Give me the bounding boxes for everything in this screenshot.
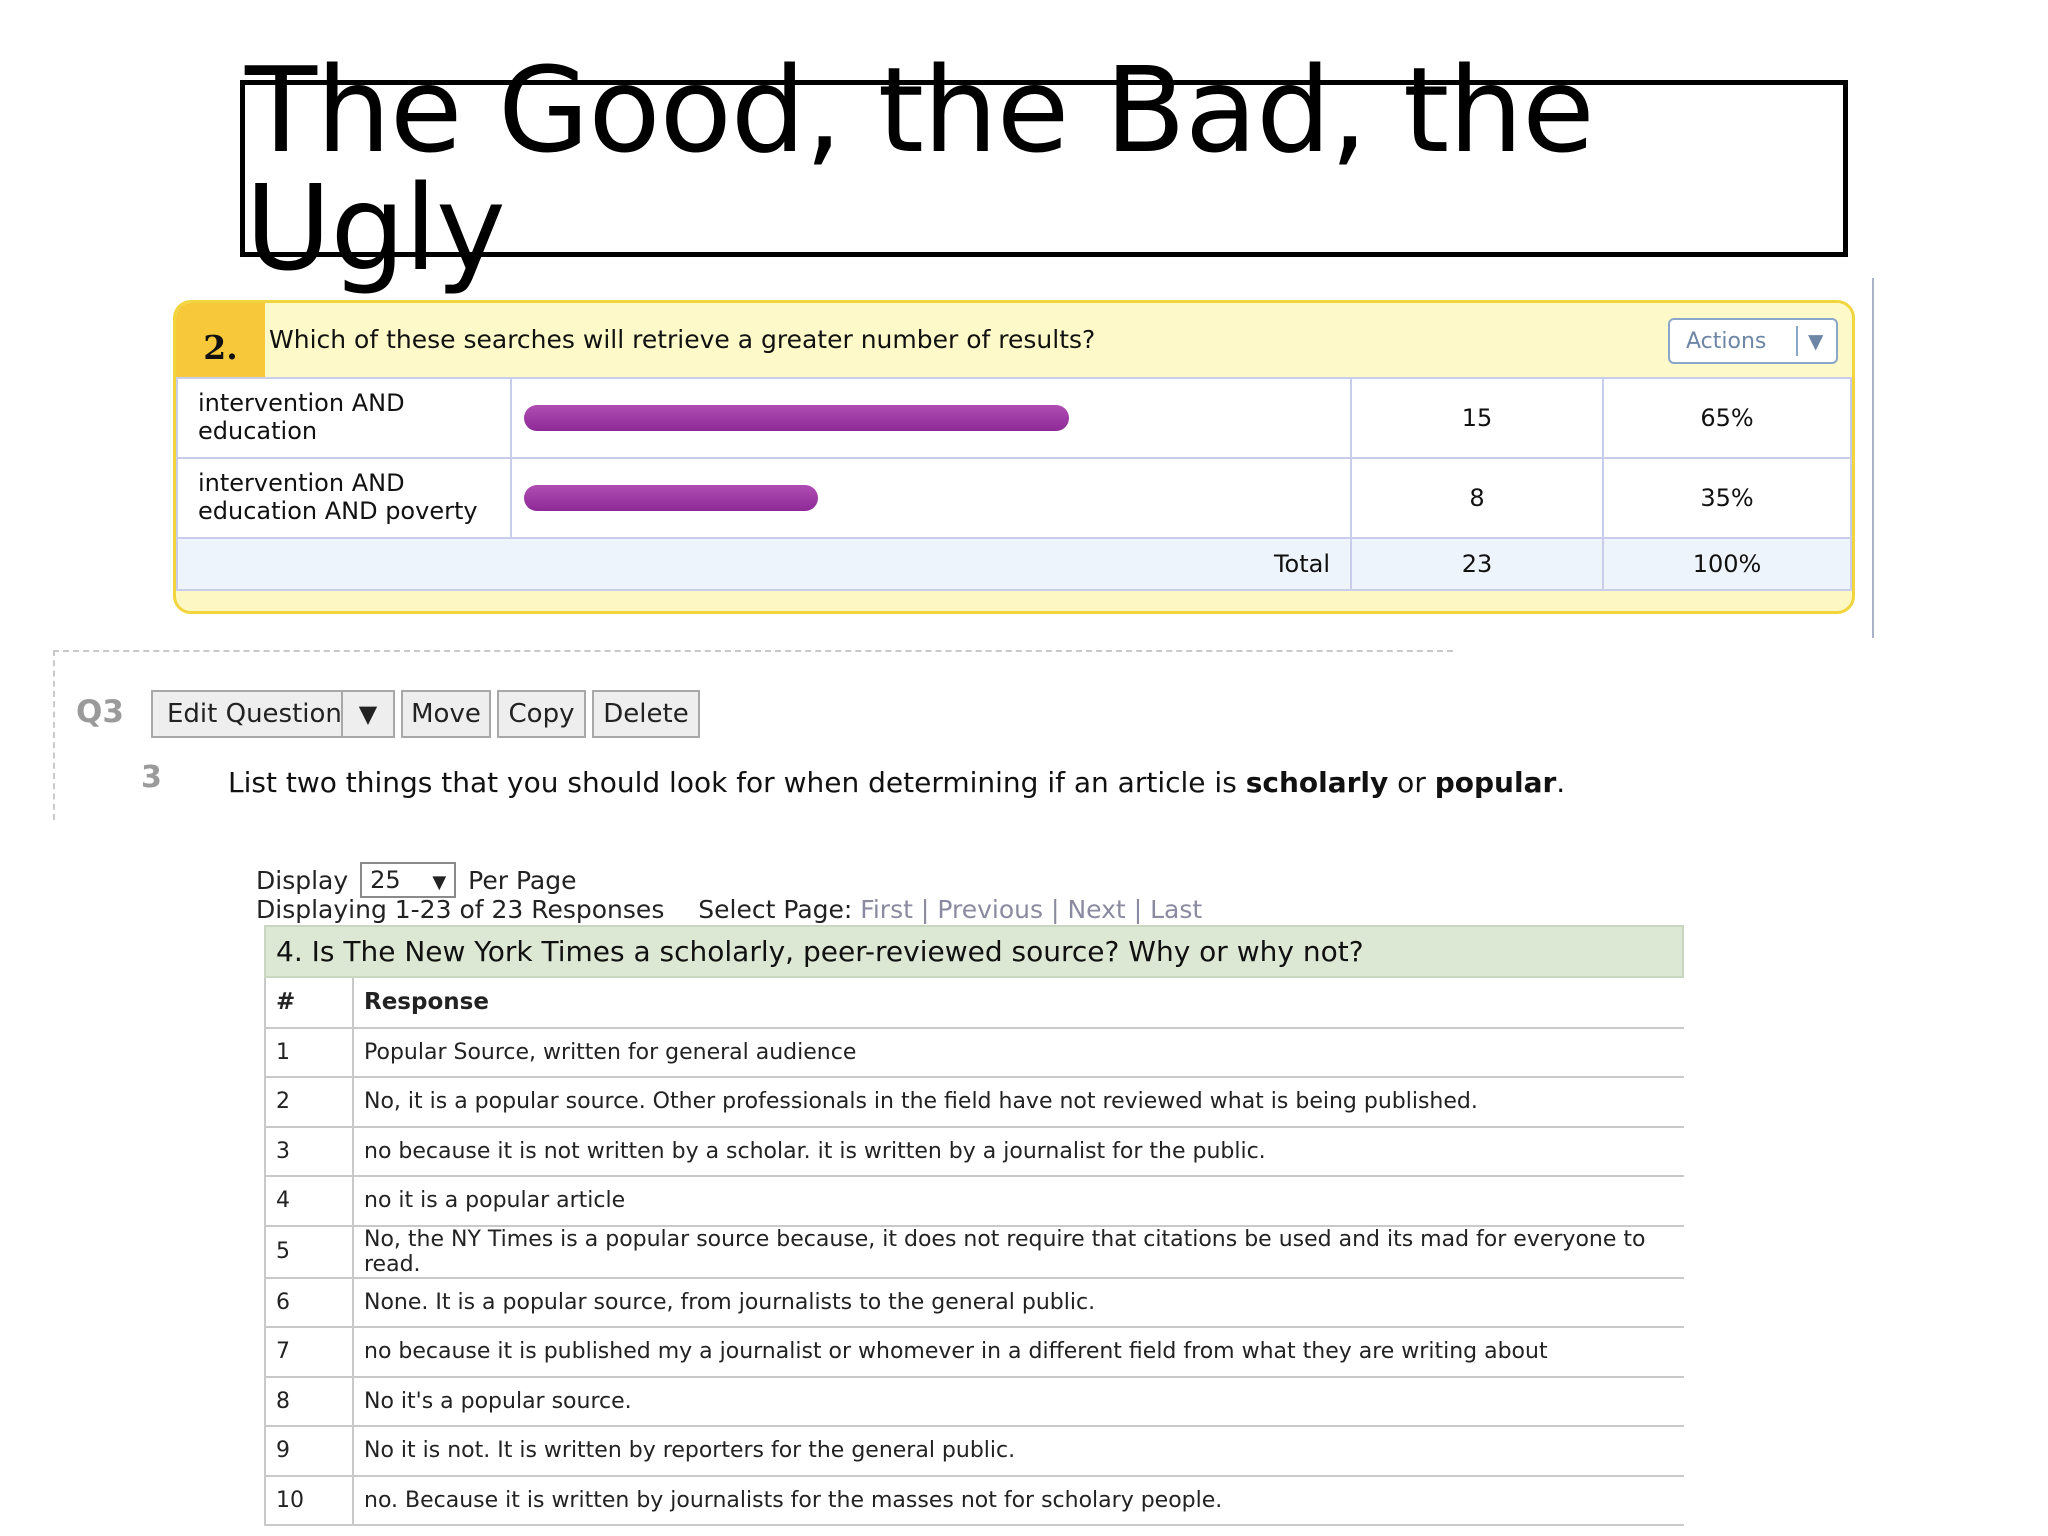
response-number: 7 [264,1327,354,1378]
response-number: 3 [264,1126,354,1177]
table-row: 9 No it is not. It is written by reporter… [264,1426,1684,1477]
answer-label: intervention AND education AND poverty [176,457,512,539]
response-number: 10 [264,1475,354,1526]
copy-button[interactable]: Copy [497,690,586,738]
response-text: No it is not. It is written by reporters… [353,1426,1684,1477]
vertical-divider [1872,278,1874,638]
response-text: no it is a popular article [353,1176,1684,1227]
response-number: 5 [264,1225,354,1279]
answer-count: 8 [1350,457,1604,539]
per-page-label: Per Page [468,865,577,895]
column-header-index: # [264,978,354,1029]
display-label: Display [256,865,349,895]
q3-bold-popular: popular [1434,766,1557,799]
q2-results-table: intervention AND education 15 65% interv… [176,377,1852,591]
response-text: no because it is not written by a schola… [353,1126,1684,1177]
bar-cell [510,377,1352,459]
q3-text-part: or [1388,766,1435,799]
edit-question-button[interactable]: Edit Question ▼ [151,690,395,738]
response-number: 6 [264,1277,354,1328]
bar-cell [510,457,1352,539]
table-row: 4 no it is a popular article [264,1176,1684,1227]
chevron-down-icon: ▼ [432,872,447,893]
response-text: No it's a popular source. [353,1376,1684,1427]
displaying-count: Displaying 1-23 of 23 Responses [256,895,665,924]
result-bar [524,485,818,511]
table-row: 7 no because it is published my a journal… [264,1327,1684,1378]
column-header-response: Response [353,978,1684,1029]
page-previous-link[interactable]: Previous [937,895,1043,924]
table-row: 3 no because it is not written by a schol… [264,1126,1684,1177]
q2-number: 2. [176,303,265,377]
response-number: 4 [264,1176,354,1227]
q2-results-panel: 2. Which of these searches will retrieve… [173,300,1855,614]
q3-label: Q3 [76,694,124,730]
page-separator: | [1133,895,1143,924]
response-number: 9 [264,1426,354,1477]
q3-border-left [53,650,55,820]
q2-row: intervention AND education 15 65% [176,377,1852,459]
page-next-link[interactable]: Next [1067,895,1126,924]
q2-row: intervention AND education AND poverty 8… [176,457,1852,539]
page-last-link[interactable]: Last [1150,895,1203,924]
page-first-link[interactable]: First [860,895,913,924]
table-row: 5 No, the NY Times is a popular source be… [264,1225,1684,1279]
actions-label: Actions [1686,328,1767,354]
delete-button[interactable]: Delete [592,690,700,738]
q3-border-top [53,650,1453,652]
table-row: 10 no. Because it is written by journalis… [264,1475,1684,1526]
q3-question-text: List two things that you should look for… [228,766,1565,799]
table-header-row: # Response [264,978,1684,1029]
responses-table: # Response 1 Popular Source, written for … [264,978,1684,1526]
answer-percent: 35% [1602,457,1852,539]
q2-question-text: Which of these searches will retrieve a … [269,325,1096,354]
result-bar [524,405,1070,431]
page-separator: | [1051,895,1060,924]
response-text: No, the NY Times is a popular source bec… [353,1225,1684,1279]
actions-button[interactable]: Actions ▼ [1668,318,1838,364]
response-number: 8 [264,1376,354,1427]
move-button[interactable]: Move [401,690,491,738]
total-label: Total [176,537,1352,591]
total-percent: 100% [1602,537,1852,591]
answer-label: intervention AND education [176,377,512,459]
answer-count: 15 [1350,377,1604,459]
q3-number: 3 [141,760,162,795]
paging-row: Displaying 1-23 of 23 Responses Select P… [256,895,1202,924]
q3-bold-scholarly: scholarly [1245,766,1389,799]
per-page-value: 25 [370,866,401,894]
q2-header: 2. Which of these searches will retrieve… [176,303,1852,377]
q3-text-part: List two things that you should look for… [228,766,1246,799]
response-number: 1 [264,1027,354,1078]
table-row: 6 None. It is a popular source, from jour… [264,1277,1684,1328]
response-text: None. It is a popular source, from journ… [353,1277,1684,1328]
q4-question-header: 4. Is The New York Times a scholarly, pe… [264,925,1684,978]
table-row: 8 No it's a popular source. [264,1376,1684,1427]
response-number: 2 [264,1077,354,1128]
display-per-page-row: Display 25 ▼ Per Page [256,862,576,898]
q2-total-row: Total 23 100% [176,537,1852,591]
page-separator: | [920,895,930,924]
slide-title: The Good, the Bad, the Ugly [245,40,1595,297]
response-text: No, it is a popular source. Other profes… [353,1077,1684,1128]
table-row: 1 Popular Source, written for general aud… [264,1027,1684,1078]
response-text: no because it is published my a journali… [353,1327,1684,1378]
per-page-select[interactable]: 25 ▼ [360,862,457,898]
response-text: Popular Source, written for general audi… [353,1027,1684,1078]
table-row: 2 No, it is a popular source. Other profe… [264,1077,1684,1128]
response-text: no. Because it is written by journalists… [353,1475,1684,1526]
actions-divider [1796,326,1798,356]
chevron-down-icon: ▼ [1808,329,1824,353]
q3-text-part: . [1556,766,1566,799]
total-count: 23 [1350,537,1604,591]
edit-question-label: Edit Question [167,699,342,729]
chevron-down-icon[interactable]: ▼ [341,692,393,736]
responses-panel: 4. Is The New York Times a scholarly, pe… [264,925,1684,1526]
answer-percent: 65% [1602,377,1852,459]
select-page-label: Select Page: [698,895,853,924]
slide-title-box: The Good, the Bad, the Ugly [240,51,1848,287]
